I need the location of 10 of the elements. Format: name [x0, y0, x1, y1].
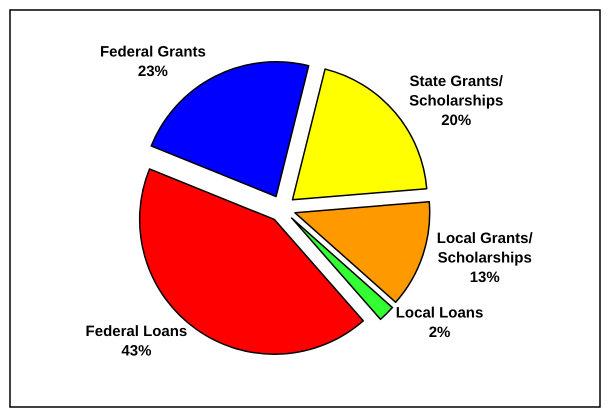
data-label: 20%	[441, 112, 472, 129]
slice-label: Local Loans	[396, 304, 484, 322]
slice-label: State Grants/ Scholarships	[409, 72, 504, 110]
data-label: 13%	[470, 269, 500, 286]
slice-label: Federal Loans	[86, 323, 188, 340]
slice-label: Federal Grants	[100, 44, 206, 61]
data-label: 2%	[428, 324, 450, 342]
data-label: 23%	[138, 63, 168, 80]
data-label: 43%	[121, 342, 152, 360]
slice-label: Local Grants/ Scholarships	[436, 230, 534, 267]
